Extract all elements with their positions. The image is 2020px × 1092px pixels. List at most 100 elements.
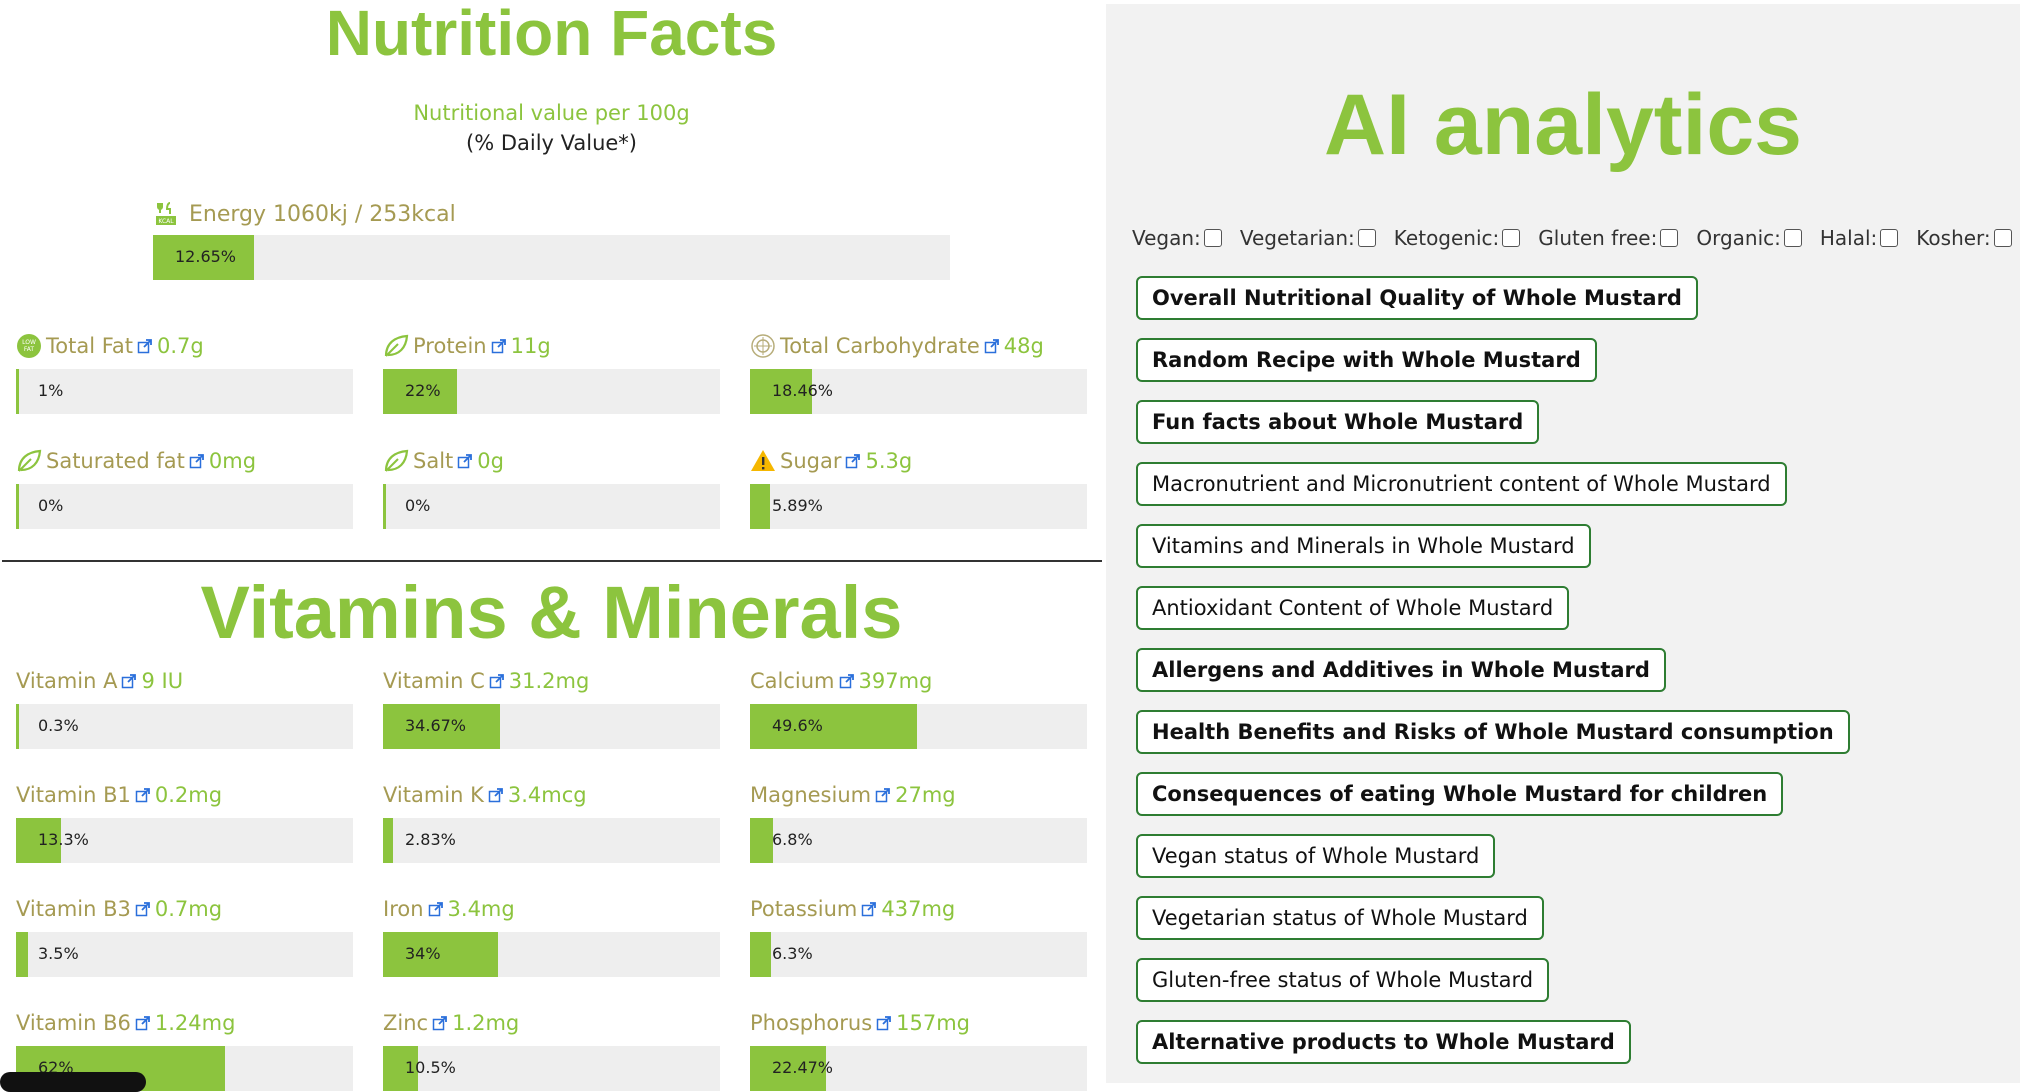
- diet-filter-vegetarian[interactable]: Vegetarian:: [1240, 226, 1376, 250]
- external-link-icon[interactable]: [489, 673, 505, 689]
- diet-checkbox[interactable]: [1203, 229, 1222, 247]
- diet-checkbox[interactable]: [1660, 229, 1679, 247]
- ai-panel: AI analytics Vegan: Vegetarian: Ketogenic:…: [1106, 4, 2020, 1083]
- ai-question-button[interactable]: Consequences of eating Whole Mustard for…: [1136, 772, 1784, 816]
- external-link-icon[interactable]: [189, 453, 205, 469]
- ai-question-button[interactable]: Health Benefits and Risks of Whole Musta…: [1136, 710, 1850, 754]
- ai-question-button[interactable]: Vegan status of Whole Mustard: [1136, 834, 1496, 878]
- external-link-icon[interactable]: [135, 1015, 151, 1031]
- external-link-icon[interactable]: [984, 338, 1000, 354]
- nutrient-name: Saturated fat: [46, 449, 185, 473]
- external-link-icon[interactable]: [457, 453, 473, 469]
- diet-label: Halal:: [1819, 226, 1878, 250]
- nutrient-name: Iron: [383, 897, 424, 921]
- diet-filter-organic[interactable]: Organic:: [1696, 226, 1802, 250]
- diet-filter-vegan[interactable]: Vegan:: [1132, 226, 1222, 250]
- nutrient-label: Vitamin K 3.4mcg: [383, 778, 720, 812]
- diet-checkbox[interactable]: [1880, 229, 1899, 247]
- vitamin-calcium: Calcium 397mg 49.6%: [750, 664, 1087, 749]
- external-link-icon[interactable]: [135, 787, 151, 803]
- ai-question-button[interactable]: Macronutrient and Micronutrient content …: [1136, 462, 1787, 506]
- external-link-icon[interactable]: [135, 901, 151, 917]
- nutrient-bar: 0.3%: [16, 704, 353, 749]
- nutrient-bar-fill: [750, 932, 772, 977]
- nutrient-bar-fill: [16, 932, 28, 977]
- ai-question-button[interactable]: Random Recipe with Whole Mustard: [1136, 338, 1597, 382]
- nutrient-bar-fill: [383, 704, 500, 749]
- nutrient-bar-fill: [750, 704, 918, 749]
- nutrient-label: Salt 0g: [383, 444, 720, 478]
- vitamin-vitamin-k: Vitamin K 3.4mcg 2.83%: [383, 778, 720, 863]
- diet-filter-ketogenic[interactable]: Ketogenic:: [1394, 226, 1521, 250]
- diet-checkbox[interactable]: [1783, 229, 1802, 247]
- nutrient-percent: 6.8%: [772, 830, 813, 849]
- nutrient-amount: 397mg: [858, 669, 933, 693]
- nutrient-percent: 18.46%: [772, 381, 834, 400]
- nutrient-bar-fill: [16, 818, 61, 863]
- diet-checkbox[interactable]: [1993, 229, 2012, 247]
- nutrient-total-carbohydrate: Total Carbohydrate 48g 18.46%: [750, 329, 1087, 414]
- nutrient-amount: 437mg: [881, 897, 956, 921]
- nutrient-percent: 22.47%: [772, 1058, 834, 1077]
- energy-bar: 12.65%: [153, 235, 950, 280]
- diet-filters: Vegan: Vegetarian: Ketogenic: Gluten free: O…: [1132, 226, 2012, 250]
- vitamin-zinc: Zinc 1.2mg 10.5%: [383, 1006, 720, 1091]
- nutrient-protein: Protein 11g 22%: [383, 329, 720, 414]
- nutrient-bar-fill: [16, 484, 19, 529]
- external-link-icon[interactable]: [432, 1015, 448, 1031]
- ai-question-button[interactable]: Fun facts about Whole Mustard: [1136, 400, 1540, 444]
- external-link-icon[interactable]: [839, 673, 855, 689]
- diet-checkbox[interactable]: [1357, 229, 1376, 247]
- diet-checkbox[interactable]: [1502, 229, 1521, 247]
- nutrient-percent: 49.6%: [772, 716, 823, 735]
- nutrient-amount: 48g: [1003, 334, 1044, 358]
- nutrient-name: Total Fat: [46, 334, 133, 358]
- ai-question-button[interactable]: Antioxidant Content of Whole Mustard: [1136, 586, 1570, 630]
- external-link-icon[interactable]: [876, 1015, 892, 1031]
- nutrient-label: Protein 11g: [383, 329, 720, 363]
- diet-filter-gluten-free[interactable]: Gluten free:: [1538, 226, 1679, 250]
- external-link-icon[interactable]: [121, 673, 137, 689]
- nutrient-amount: 9 IU: [141, 669, 184, 693]
- ai-question-button[interactable]: Allergens and Additives in Whole Mustard: [1136, 648, 1666, 692]
- diet-label: Vegetarian:: [1239, 226, 1355, 250]
- nutrient-amount: 5.3g: [865, 449, 913, 473]
- nutrient-bar: 18.46%: [750, 369, 1087, 414]
- nutrient-label: Total Carbohydrate 48g: [750, 329, 1087, 363]
- external-link-icon[interactable]: [845, 453, 861, 469]
- ai-analytics-title: AI analytics: [1324, 77, 1802, 173]
- nutrient-name: Vitamin C: [383, 669, 485, 693]
- external-link-icon[interactable]: [875, 787, 891, 803]
- diet-filter-kosher[interactable]: Kosher:: [1916, 226, 2012, 250]
- nutrient-name: Protein: [413, 334, 487, 358]
- ai-question-button[interactable]: Overall Nutritional Quality of Whole Mus…: [1136, 276, 1698, 320]
- svg-text:FAT: FAT: [24, 346, 35, 353]
- nutrient-bar-fill: [750, 369, 813, 414]
- diet-filter-halal[interactable]: Halal:: [1819, 226, 1899, 250]
- external-link-icon[interactable]: [491, 338, 507, 354]
- nutrient-sugar: Sugar 5.3g 5.89%: [750, 444, 1087, 529]
- nutrient-bar: 10.5%: [383, 1046, 720, 1091]
- nutrient-name: Total Carbohydrate: [780, 334, 980, 358]
- ai-question-button[interactable]: Gluten-free status of Whole Mustard: [1136, 958, 1550, 1002]
- external-link-icon[interactable]: [488, 787, 504, 803]
- ai-question-button[interactable]: Vegetarian status of Whole Mustard: [1136, 896, 1544, 940]
- nutrient-bar: 34%: [383, 932, 720, 977]
- external-link-icon[interactable]: [137, 338, 153, 354]
- external-link-icon[interactable]: [428, 901, 444, 917]
- nutrient-percent: 5.89%: [772, 496, 823, 515]
- diet-label: Organic:: [1696, 226, 1781, 250]
- external-link-icon[interactable]: [861, 901, 877, 917]
- nutrient-percent: 0%: [38, 496, 64, 515]
- ai-question-button[interactable]: Vitamins and Minerals in Whole Mustard: [1136, 524, 1591, 568]
- vitamin-magnesium: Magnesium 27mg 6.8%: [750, 778, 1087, 863]
- nutrition-panel: Nutrition Facts Nutritional value per 10…: [0, 0, 1102, 1092]
- nutrient-bar-fill: [383, 484, 386, 529]
- nutrient-percent: 22%: [405, 381, 441, 400]
- energy-label: KCAL Energy 1060kj / 253kcal: [153, 201, 456, 227]
- nutrient-bar: 6.8%: [750, 818, 1087, 863]
- ai-question-button[interactable]: Alternative products to Whole Mustard: [1136, 1020, 1631, 1064]
- nutrient-bar-fill: [750, 818, 773, 863]
- nutrient-label: Zinc 1.2mg: [383, 1006, 720, 1040]
- nutrient-bar: 34.67%: [383, 704, 720, 749]
